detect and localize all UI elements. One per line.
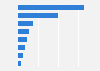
- Bar: [18, 21, 33, 26]
- Bar: [18, 5, 84, 10]
- Bar: [18, 37, 27, 42]
- Bar: [18, 29, 29, 34]
- Bar: [18, 53, 23, 58]
- Bar: [18, 13, 58, 18]
- Bar: [18, 45, 25, 50]
- Bar: [18, 61, 21, 66]
